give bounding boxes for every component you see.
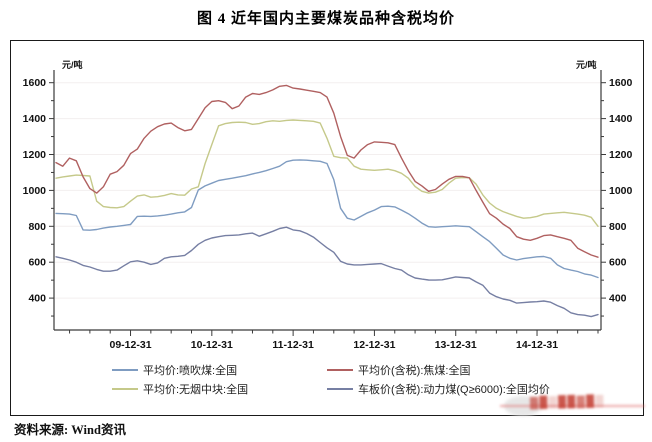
x-tick-label: 09-12-31	[110, 339, 152, 351]
y-tick-label-left: 400	[28, 293, 46, 305]
y-tick-label-right: 1000	[609, 185, 633, 197]
x-tick-label: 13-12-31	[435, 339, 477, 351]
y-tick-label-right: 800	[609, 221, 627, 233]
x-tick-label: 10-12-31	[191, 339, 233, 351]
x-tick-label: 12-12-31	[353, 339, 395, 351]
y-tick-label-left: 600	[28, 257, 46, 269]
y-tick-label-right: 600	[609, 257, 627, 269]
y-tick-label-right: 1400	[609, 113, 633, 125]
y-axis-unit-right: 元/吨	[576, 60, 597, 70]
series-line-2	[55, 226, 599, 318]
y-tick-label-left: 1600	[23, 77, 47, 89]
series-line-1	[55, 119, 599, 228]
y-tick-label-right: 1200	[609, 149, 633, 161]
y-tick-label-right: 400	[609, 293, 627, 305]
watermark: ▓█▒██▓█▒	[500, 393, 645, 419]
watermark-illegible-text: ▓█▒██▓█▒	[529, 395, 605, 409]
y-tick-label-left: 1200	[23, 149, 47, 161]
watermark-stamp-line	[500, 405, 645, 407]
y-axis-unit-left: 元/吨	[62, 60, 83, 70]
y-tick-label-right: 1600	[609, 77, 633, 89]
series-line-3	[55, 84, 599, 258]
series-line-0	[55, 159, 599, 279]
y-tick-label-left: 1400	[23, 113, 47, 125]
y-tick-label-left: 1000	[23, 185, 47, 197]
x-tick-label: 11-12-31	[272, 339, 314, 351]
source-note: 资料来源: Wind资讯	[14, 423, 126, 437]
chart-frame	[10, 40, 644, 416]
y-tick-label-left: 800	[28, 221, 46, 233]
x-tick-label: 14-12-31	[516, 339, 558, 351]
chart-title: 图 4 近年国内主要煤炭品种含税均价	[196, 11, 455, 27]
